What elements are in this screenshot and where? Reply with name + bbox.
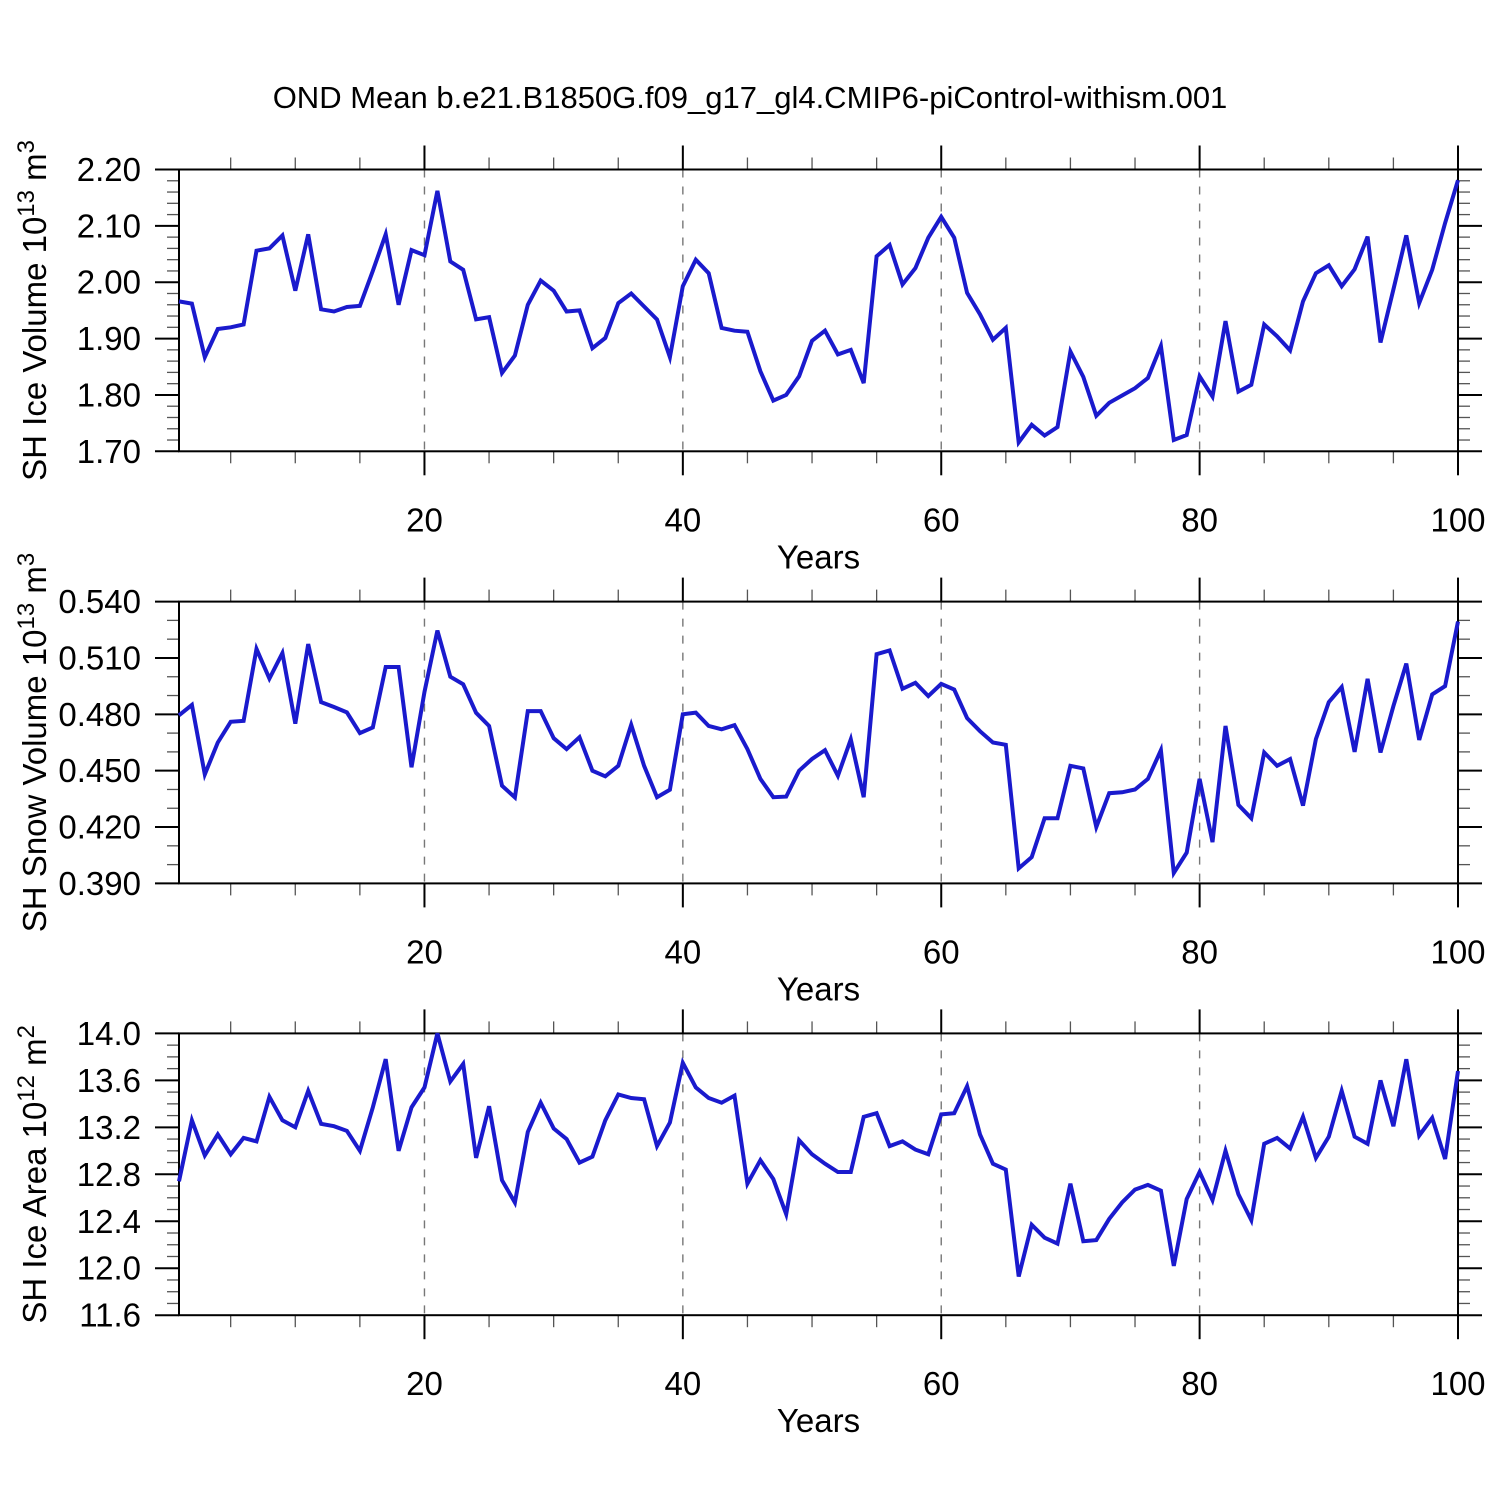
sh-ice-volume-ytick-label: 2.00 (77, 264, 141, 301)
sh-ice-area-ytick-label: 13.2 (77, 1109, 141, 1146)
sh-ice-volume-ytick-label: 2.20 (77, 151, 141, 188)
sh-ice-volume-xtick-label: 20 (406, 501, 443, 538)
sh-ice-area-yaxis-title: SH Ice Area 1012 m2 (13, 1025, 53, 1324)
sh-ice-volume-ytick-label: 1.80 (77, 376, 141, 413)
sh-ice-volume-ytick-label: 1.70 (77, 433, 141, 470)
sh-ice-area-ytick-label: 13.6 (77, 1062, 141, 1099)
sh-snow-volume-series-line (177, 621, 1460, 879)
sh-snow-volume-xtick-label: 100 (1430, 933, 1485, 970)
sh-snow-volume-ytick-label: 0.480 (58, 696, 141, 733)
sh-snow-volume-ytick-label: 0.450 (58, 752, 141, 789)
sh-ice-area-ytick-label: 14.0 (77, 1015, 141, 1052)
figure-title: OND Mean b.e21.B1850G.f09_g17_gl4.CMIP6-… (272, 80, 1228, 115)
sh-ice-area-xtick-label: 60 (923, 1365, 960, 1402)
sh-ice-volume-xtick-label: 60 (923, 501, 960, 538)
sh-snow-volume-ytick-label: 0.510 (58, 639, 141, 676)
sh-ice-area-ytick-label: 12.8 (77, 1156, 141, 1193)
sh-ice-volume-xtick-label: 100 (1430, 501, 1485, 538)
sh-ice-area-ytick-label: 11.6 (79, 1297, 141, 1334)
sh-ice-area-frame (178, 1032, 1459, 1317)
sh-snow-volume-xtick-label: 20 (406, 933, 443, 970)
sh-ice-volume-xaxis-title: Years (777, 538, 860, 575)
sh-ice-volume-ytick-label: 2.10 (77, 207, 141, 244)
sh-snow-volume-ytick-label: 0.390 (58, 865, 141, 902)
sh-ice-area-xaxis-title: Years (777, 1402, 860, 1439)
sh-ice-area-series-line (177, 1032, 1460, 1277)
sh-ice-volume-xtick-label: 80 (1181, 501, 1218, 538)
sh-snow-volume-xtick-label: 60 (923, 933, 960, 970)
sh-ice-volume-ytick-label: 1.90 (77, 320, 141, 357)
sh-snow-volume-xaxis-title: Years (777, 970, 860, 1007)
sh-ice-area-xtick-label: 100 (1430, 1365, 1485, 1402)
sh-ice-volume-frame (178, 168, 1459, 453)
sh-ice-area-ytick-label: 12.4 (77, 1203, 141, 1240)
sh-ice-area-ytick-label: 12.0 (77, 1250, 141, 1287)
sh-ice-area-xtick-label: 80 (1181, 1365, 1218, 1402)
sh-ice-volume-series-line (178, 179, 1460, 448)
sh-snow-volume-frame (178, 600, 1459, 885)
sh-ice-area-xtick-label: 40 (664, 1365, 701, 1402)
sh-snow-volume-ytick-label: 0.420 (58, 809, 141, 846)
sh-ice-volume-yaxis-title: SH Ice Volume 1013 m3 (13, 140, 53, 481)
sh-ice-area-xtick-label: 20 (406, 1365, 443, 1402)
sh-snow-volume-xtick-label: 40 (664, 933, 701, 970)
sh-snow-volume-yaxis-title: SH Snow Volume 1013 m3 (13, 553, 53, 932)
sh-ice-volume-xtick-label: 40 (664, 501, 701, 538)
sh-snow-volume-xtick-label: 80 (1181, 933, 1218, 970)
sh-snow-volume-ytick-label: 0.540 (58, 583, 141, 620)
